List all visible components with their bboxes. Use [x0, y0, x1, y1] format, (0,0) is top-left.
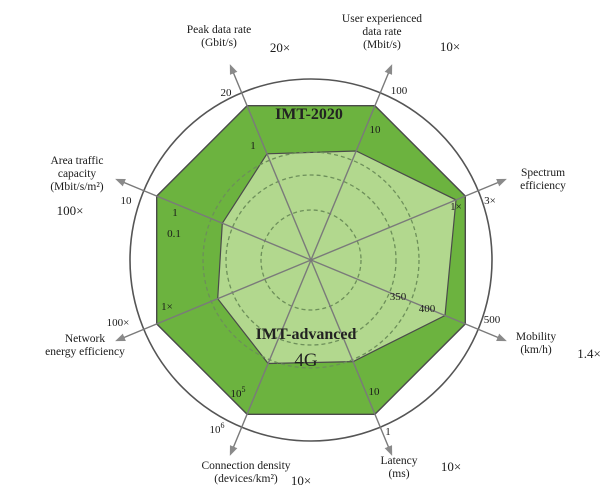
grid-circle-1 — [202, 151, 420, 369]
outer-circle — [129, 78, 493, 442]
axis-label-user-2: (Mbit/s) — [363, 39, 401, 51]
axis-label-peak: Peak data rate — [187, 24, 252, 36]
axis-label-area-2: (Mbit/s/m²) — [50, 181, 103, 193]
improvement-area: 100× — [57, 203, 84, 218]
axis-label-peak-1: (Gbit/s) — [201, 37, 237, 49]
imt-advanced-value-mobility: 350 — [390, 291, 407, 303]
axis-line-user — [310, 64, 393, 261]
axis-label-latency-1: (ms) — [388, 468, 409, 480]
imt-2020-label: IMT-2020 — [275, 106, 343, 123]
grid-circle-3 — [260, 209, 362, 311]
axis-line-area — [115, 178, 312, 261]
imt2020-value-spectrum: 3× — [484, 195, 496, 207]
imt-advanced-value-spectrum: 1× — [450, 201, 462, 213]
imt2020-value-peak: 20 — [221, 87, 233, 99]
improvement-latency: 10× — [441, 459, 461, 474]
grid-circle-2 — [225, 174, 397, 346]
imt2020-value-user: 100 — [391, 85, 408, 97]
axis-label-spectrum-1: efficiency — [520, 180, 566, 192]
axis-label-connection-1: (devices/km²) — [214, 473, 278, 485]
imt-advanced-value-area: 0.1 — [167, 228, 181, 240]
improvement-peak: 20× — [270, 40, 290, 55]
axis-label-spectrum: Spectrum — [521, 167, 565, 179]
axis-line-latency — [310, 259, 393, 456]
axis-line-spectrum — [310, 178, 507, 261]
imt2020-value-latency: 1 — [385, 426, 391, 438]
axis-label-mobility: Mobility — [516, 331, 557, 343]
imt-advanced-sublabel: 4G — [294, 350, 318, 371]
imt-advanced-value-energy: 1× — [161, 301, 173, 313]
improvement-connection: 10× — [291, 473, 311, 488]
axis-label-area: Area traffic — [50, 155, 103, 167]
axis-label-mobility-1: (km/h) — [520, 344, 551, 356]
axis-label-latency: Latency — [380, 455, 417, 467]
imt-advanced-value-user: 10 — [370, 124, 382, 136]
axis-line-mobility — [310, 259, 507, 342]
axis-line-connection — [229, 259, 312, 456]
axis-label-energy: Network — [65, 333, 105, 345]
improvement-user: 10× — [440, 39, 460, 54]
improvement-mobility: 1.4× — [577, 346, 601, 361]
imt-advanced-label: IMT-advanced — [256, 326, 357, 343]
extra-tick-mobility: 400 — [419, 303, 436, 315]
axis-label-user-1: data rate — [362, 26, 401, 38]
imt-advanced-value-latency: 10 — [369, 386, 381, 398]
axis-label-connection: Connection density — [201, 460, 290, 472]
imt2020-value-connection: 106 — [210, 421, 225, 436]
imt-advanced-value-connection: 105 — [231, 385, 246, 400]
extra-tick-area: 1 — [172, 207, 178, 219]
imt2020-value-area: 10 — [121, 195, 133, 207]
axis-label-user: User experienced — [342, 13, 422, 25]
imt2020-value-mobility: 500 — [484, 314, 501, 326]
axis-line-energy — [115, 259, 312, 342]
imt-advanced-value-peak: 1 — [250, 140, 256, 152]
imt2020-value-energy: 100× — [107, 317, 130, 329]
axis-label-energy-1: energy efficiency — [45, 346, 125, 358]
axis-line-peak — [229, 64, 312, 261]
axis-label-area-1: capacity — [58, 168, 97, 180]
